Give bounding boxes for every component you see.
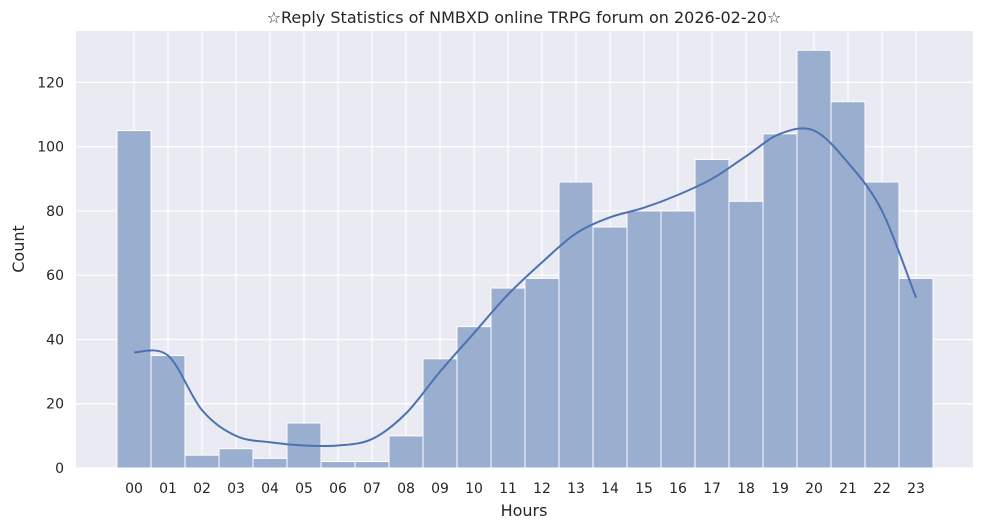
- x-tick-labels: 00 01 02 03 04 05 06 07 08 09 10 11 12 13 14 15 16 17 18 19…: [125, 481, 925, 497]
- bar-01: [150, 355, 186, 469]
- bar-15: [626, 210, 662, 469]
- y-tick-label-60: 60: [46, 268, 64, 284]
- bar-20: [796, 49, 832, 469]
- bar-00: [116, 130, 152, 469]
- bar-17: [694, 159, 730, 469]
- x-tick-label-18: 18: [737, 481, 755, 497]
- x-tick-label-13: 13: [567, 481, 585, 497]
- x-tick-label-21: 21: [839, 481, 857, 497]
- y-tick-label-80: 80: [46, 204, 64, 220]
- x-tick-label-15: 15: [635, 481, 653, 497]
- x-tick-label-06: 06: [329, 481, 347, 497]
- x-tick-label-01: 01: [159, 481, 177, 497]
- x-tick-label-10: 10: [465, 481, 483, 497]
- x-tick-label-02: 02: [193, 481, 211, 497]
- bar-21: [830, 101, 866, 469]
- x-tick-label-16: 16: [669, 481, 687, 497]
- x-tick-label-04: 04: [261, 481, 279, 497]
- x-axis-label: Hours: [501, 501, 548, 520]
- x-tick-label-05: 05: [295, 481, 313, 497]
- bar-12: [524, 277, 560, 469]
- y-tick-label-120: 120: [37, 75, 64, 91]
- bar-14: [592, 226, 628, 469]
- x-tick-label-07: 07: [363, 481, 381, 497]
- bar-23: [898, 277, 934, 469]
- bar-22: [864, 181, 900, 469]
- x-tick-label-09: 09: [431, 481, 449, 497]
- bar-18: [728, 200, 764, 469]
- bar-02: [184, 454, 220, 469]
- y-tick-labels: 0 20 40 60 80 100 120: [37, 75, 64, 477]
- x-tick-label-20: 20: [805, 481, 823, 497]
- x-tick-label-19: 19: [771, 481, 789, 497]
- x-tick-label-22: 22: [873, 481, 891, 497]
- bar-09: [422, 358, 458, 469]
- x-tick-label-03: 03: [227, 481, 245, 497]
- x-tick-label-12: 12: [533, 481, 551, 497]
- y-tick-label-0: 0: [55, 461, 64, 477]
- bar-08: [388, 435, 424, 469]
- bar-11: [490, 287, 526, 469]
- bar-04: [252, 457, 288, 469]
- bar-19: [762, 133, 798, 469]
- bar-16: [660, 210, 696, 469]
- kde-line: [133, 127, 917, 448]
- y-tick-label-20: 20: [46, 397, 64, 413]
- x-tick-label-00: 00: [125, 481, 143, 497]
- x-tick-label-11: 11: [499, 481, 517, 497]
- x-tick-label-08: 08: [397, 481, 415, 497]
- y-axis-label: Count: [9, 225, 28, 273]
- bars: [116, 49, 934, 469]
- chart-title: ☆Reply Statistics of NMBXD online TRPG f…: [267, 8, 782, 27]
- bar-13: [558, 181, 594, 469]
- y-tick-label-100: 100: [37, 140, 64, 156]
- x-tick-label-23: 23: [907, 481, 925, 497]
- x-tick-label-17: 17: [703, 481, 721, 497]
- y-tick-label-40: 40: [46, 332, 64, 348]
- x-tick-label-14: 14: [601, 481, 619, 497]
- bar-06: [320, 461, 356, 469]
- bar-03: [218, 448, 254, 469]
- bar-07: [354, 461, 390, 469]
